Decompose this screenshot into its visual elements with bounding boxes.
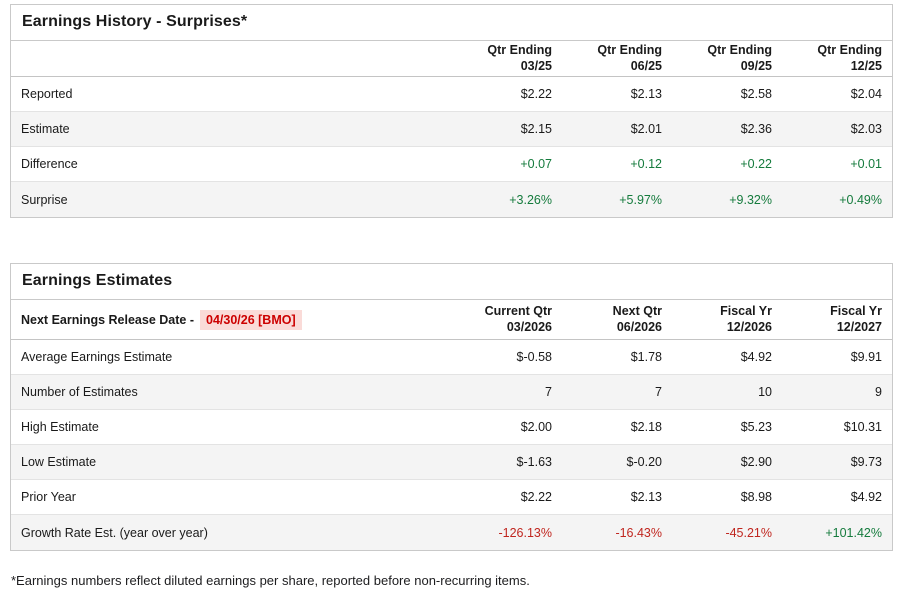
cell-value: +0.49% bbox=[839, 192, 882, 207]
cell-value: $2.13 bbox=[630, 87, 662, 101]
column-header-line2: 12/25 bbox=[850, 58, 882, 73]
cell-value: $2.15 bbox=[520, 122, 552, 136]
table-row-prior-year: Prior Year $2.22 $2.13 $8.98 $4.92 bbox=[11, 480, 892, 515]
cell-value: 7 bbox=[545, 385, 552, 399]
earnings-history-header-row: Qtr Ending 03/25 Qtr Ending 06/25 Qtr En… bbox=[11, 41, 892, 77]
cell-value: -45.21% bbox=[725, 525, 772, 540]
column-header-line2: 12/2026 bbox=[726, 319, 772, 334]
cell-value: $2.18 bbox=[630, 420, 662, 434]
cell-value: $9.73 bbox=[850, 455, 882, 469]
cell-value: $2.03 bbox=[850, 122, 882, 136]
cell-value: +9.32% bbox=[729, 192, 772, 207]
column-header-line1: Qtr Ending bbox=[707, 42, 772, 57]
cell-value: +0.07 bbox=[520, 157, 552, 171]
column-header-line2: 06/2026 bbox=[616, 319, 662, 334]
cell-value: $2.04 bbox=[850, 87, 882, 101]
column-header-line1: Current Qtr bbox=[484, 303, 552, 318]
cell-value: $4.92 bbox=[740, 350, 772, 364]
next-earnings-release-date-badge: 04/30/26 [BMO] bbox=[200, 309, 302, 330]
column-header-q1: Qtr Ending 03/25 bbox=[452, 41, 562, 76]
earnings-estimates-panel: Earnings Estimates Next Earnings Release… bbox=[10, 263, 893, 551]
cell-value: $2.22 bbox=[520, 490, 552, 504]
table-row-high-estimate: High Estimate $2.00 $2.18 $5.23 $10.31 bbox=[11, 410, 892, 445]
cell-value: $2.00 bbox=[520, 420, 552, 434]
column-header-line1: Qtr Ending bbox=[597, 42, 662, 57]
cell-value: $-0.58 bbox=[516, 350, 552, 364]
cell-value: +0.22 bbox=[740, 157, 772, 171]
table-row-low-estimate: Low Estimate $-1.63 $-0.20 $2.90 $9.73 bbox=[11, 445, 892, 480]
cell-value: +5.97% bbox=[619, 192, 662, 207]
cell-value: $2.01 bbox=[630, 122, 662, 136]
column-header-line1: Fiscal Yr bbox=[830, 303, 882, 318]
cell-value: $2.13 bbox=[630, 490, 662, 504]
row-label: Difference bbox=[21, 157, 78, 171]
column-header-line1: Qtr Ending bbox=[487, 42, 552, 57]
table-row-difference: Difference +0.07 +0.12 +0.22 +0.01 bbox=[11, 147, 892, 182]
table-row-estimate: Estimate $2.15 $2.01 $2.36 $2.03 bbox=[11, 112, 892, 147]
column-header-q3: Qtr Ending 09/25 bbox=[672, 41, 782, 76]
column-header-line2: 06/25 bbox=[630, 58, 662, 73]
row-label: Prior Year bbox=[21, 490, 76, 504]
row-label: Growth Rate Est. (year over year) bbox=[21, 525, 208, 540]
next-earnings-release: Next Earnings Release Date - 04/30/26 [B… bbox=[11, 300, 452, 339]
earnings-estimates-header-row: Next Earnings Release Date - 04/30/26 [B… bbox=[11, 300, 892, 340]
cell-value: $10.31 bbox=[843, 420, 882, 434]
cell-value: $2.22 bbox=[520, 87, 552, 101]
cell-value: 10 bbox=[758, 385, 772, 399]
earnings-footnote: *Earnings numbers reflect diluted earnin… bbox=[11, 573, 530, 588]
cell-value: 7 bbox=[655, 385, 662, 399]
cell-value: $-1.63 bbox=[516, 455, 552, 469]
row-label: High Estimate bbox=[21, 420, 99, 434]
cell-value: $-0.20 bbox=[626, 455, 662, 469]
cell-value: $2.58 bbox=[740, 87, 772, 101]
earnings-history-panel: Earnings History - Surprises* Qtr Ending… bbox=[10, 4, 893, 218]
earnings-history-title: Earnings History - Surprises* bbox=[11, 5, 892, 41]
cell-value: $4.92 bbox=[850, 490, 882, 504]
column-header-line1: Qtr Ending bbox=[817, 42, 882, 57]
cell-value: $2.36 bbox=[740, 122, 772, 136]
row-label: Estimate bbox=[21, 122, 70, 136]
column-header-line1: Next Qtr bbox=[612, 303, 662, 318]
cell-value: $1.78 bbox=[630, 350, 662, 364]
row-label: Number of Estimates bbox=[21, 385, 138, 399]
table-row-growth-rate: Growth Rate Est. (year over year) -126.1… bbox=[11, 515, 892, 550]
table-row-surprise: Surprise +3.26% +5.97% +9.32% +0.49% bbox=[11, 182, 892, 217]
header-spacer bbox=[11, 41, 452, 76]
row-label: Reported bbox=[21, 87, 73, 101]
cell-value: 9 bbox=[875, 385, 882, 399]
column-header-next-qtr: Next Qtr 06/2026 bbox=[562, 300, 672, 339]
cell-value: +3.26% bbox=[509, 192, 552, 207]
cell-value: $5.23 bbox=[740, 420, 772, 434]
row-label: Low Estimate bbox=[21, 455, 97, 469]
column-header-fiscal-yr-1: Fiscal Yr 12/2026 bbox=[672, 300, 782, 339]
earnings-estimates-title: Earnings Estimates bbox=[11, 264, 892, 300]
table-row-average-estimate: Average Earnings Estimate $-0.58 $1.78 $… bbox=[11, 340, 892, 375]
column-header-current-qtr: Current Qtr 03/2026 bbox=[452, 300, 562, 339]
cell-value: $8.98 bbox=[740, 490, 772, 504]
row-label: Surprise bbox=[21, 192, 68, 207]
table-row-reported: Reported $2.22 $2.13 $2.58 $2.04 bbox=[11, 77, 892, 112]
cell-value: $2.90 bbox=[740, 455, 772, 469]
cell-value: +0.12 bbox=[630, 157, 662, 171]
column-header-line1: Fiscal Yr bbox=[720, 303, 772, 318]
column-header-line2: 03/25 bbox=[520, 58, 552, 73]
row-label: Average Earnings Estimate bbox=[21, 350, 173, 364]
column-header-line2: 09/25 bbox=[740, 58, 772, 73]
column-header-fiscal-yr-2: Fiscal Yr 12/2027 bbox=[782, 300, 892, 339]
cell-value: +101.42% bbox=[825, 525, 882, 540]
column-header-q2: Qtr Ending 06/25 bbox=[562, 41, 672, 76]
table-row-number-of-estimates: Number of Estimates 7 7 10 9 bbox=[11, 375, 892, 410]
column-header-line2: 03/2026 bbox=[506, 319, 552, 334]
cell-value: -126.13% bbox=[498, 525, 552, 540]
cell-value: +0.01 bbox=[850, 157, 882, 171]
column-header-line2: 12/2027 bbox=[836, 319, 882, 334]
next-earnings-release-label: Next Earnings Release Date - bbox=[21, 312, 194, 327]
cell-value: -16.43% bbox=[615, 525, 662, 540]
column-header-q4: Qtr Ending 12/25 bbox=[782, 41, 892, 76]
cell-value: $9.91 bbox=[850, 350, 882, 364]
